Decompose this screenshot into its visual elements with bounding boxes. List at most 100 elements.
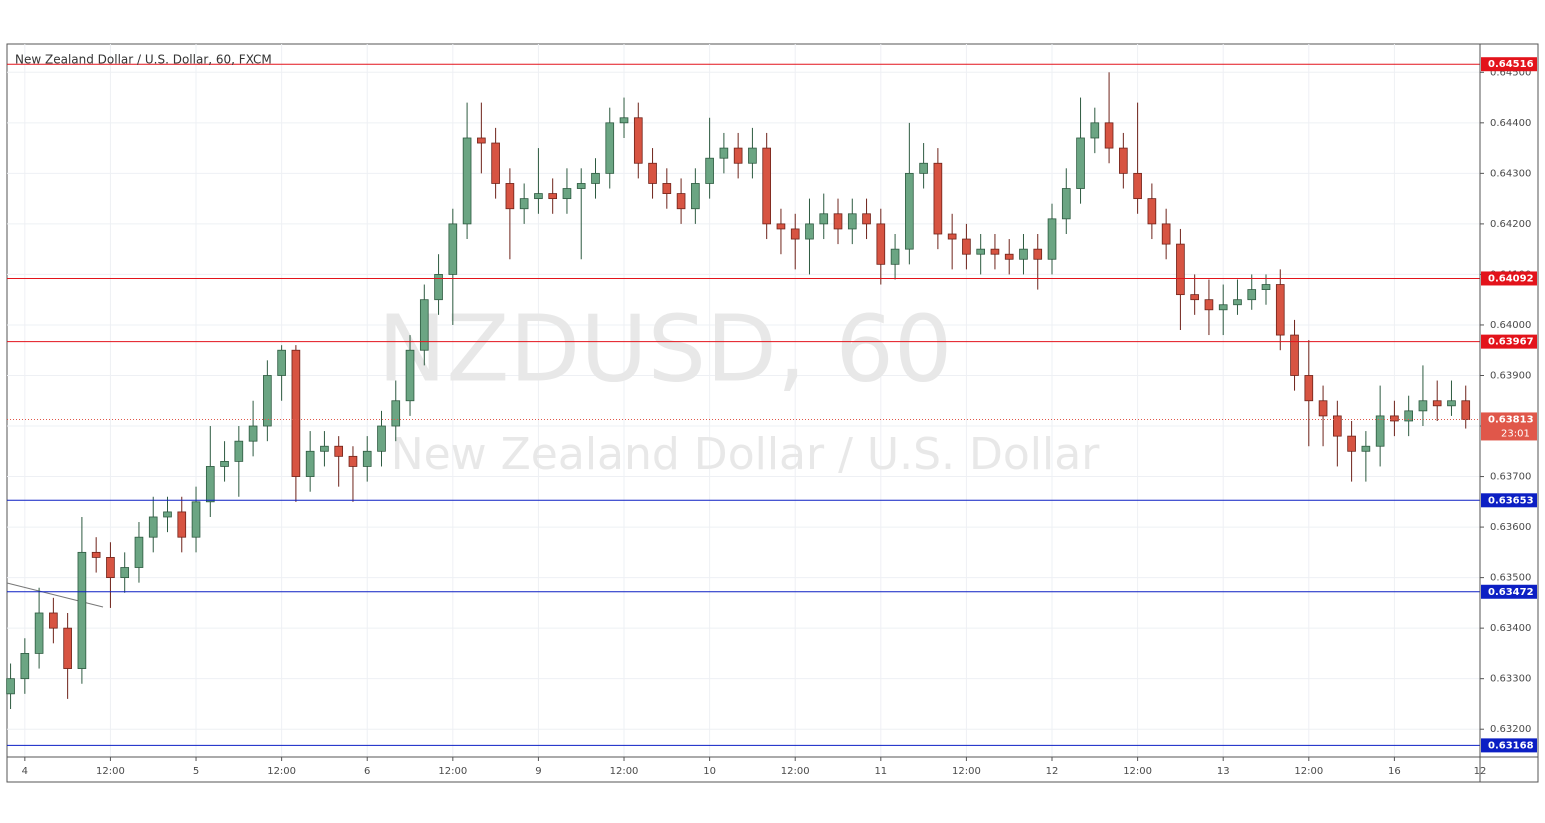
candle-body <box>1047 218 1057 260</box>
candle-body <box>1076 137 1085 189</box>
candle-body <box>890 248 900 265</box>
candle-body <box>1033 248 1043 260</box>
candle-body <box>248 425 258 442</box>
candle-body <box>277 349 286 376</box>
candle-body <box>434 274 443 301</box>
candle-body <box>120 567 130 579</box>
candle-body <box>876 223 886 265</box>
y-tick-label: 0.63900 <box>1490 370 1531 381</box>
candle-body <box>619 117 629 124</box>
trend-line <box>6 582 104 608</box>
candle-body <box>1004 253 1014 260</box>
y-tick-label: 0.64200 <box>1490 219 1531 230</box>
candle-body <box>691 183 700 210</box>
frame <box>6 43 1539 783</box>
candle-body <box>1290 334 1299 376</box>
candle-body <box>1375 415 1385 447</box>
chart-title: New Zealand Dollar / U.S. Dollar, 60, FX… <box>15 53 272 67</box>
level-tag <box>1481 738 1537 753</box>
candle-body <box>263 375 272 427</box>
y-tick-label: 0.64500 <box>1490 67 1531 78</box>
candle-body <box>833 213 843 230</box>
y-tick-label: 0.63500 <box>1490 573 1531 584</box>
level-label: 0.63168 <box>1488 740 1534 751</box>
candle-body <box>1461 400 1471 420</box>
x-tick-label: 4 <box>22 766 28 777</box>
y-tick-label: 0.63200 <box>1490 724 1531 735</box>
y-tick-label: 0.64400 <box>1490 118 1531 129</box>
candle-body <box>419 299 429 351</box>
candle-body <box>63 627 72 669</box>
candle-body <box>633 117 643 164</box>
candle-body <box>862 213 871 225</box>
watermark-subtitle: New Zealand Dollar / U.S. Dollar <box>391 429 1101 480</box>
candle-body <box>1133 172 1142 200</box>
candle-body <box>1061 188 1071 220</box>
x-tick-label: 12:00 <box>438 766 467 777</box>
level-tag <box>1481 334 1537 349</box>
candle-body <box>291 349 301 477</box>
x-tick-label: 12:00 <box>952 766 981 777</box>
level-tag <box>1481 271 1537 286</box>
y-tick-label: 0.63600 <box>1490 522 1531 533</box>
x-tick-label: 9 <box>535 766 541 777</box>
level-label: 0.64092 <box>1488 273 1534 284</box>
candle-body <box>305 450 315 477</box>
x-tick-label: 13 <box>1217 766 1230 777</box>
x-tick-label: 5 <box>193 766 199 777</box>
candle-body <box>1347 435 1356 452</box>
current-price-tag <box>1481 412 1537 441</box>
candle-body <box>1218 304 1228 311</box>
candle-body <box>805 223 814 240</box>
candle-body <box>106 557 115 579</box>
candle-body <box>1318 400 1328 417</box>
candle-body <box>905 172 914 250</box>
x-tick-label: 12:00 <box>96 766 125 777</box>
x-tick-label: 12 <box>1046 766 1059 777</box>
candle-body <box>1432 400 1442 407</box>
x-tick-label: 12:00 <box>610 766 639 777</box>
candle-body <box>1204 299 1214 311</box>
candle-body <box>177 511 187 538</box>
candle-body <box>548 193 558 200</box>
candle-body <box>962 238 971 255</box>
candle-body <box>790 228 800 240</box>
candle-body <box>20 653 30 680</box>
candle-body <box>391 400 401 427</box>
candle-body <box>1190 294 1199 301</box>
candle-body <box>505 183 515 210</box>
candle-body <box>1261 284 1271 290</box>
candle-body <box>519 198 529 210</box>
candle-body <box>405 349 415 402</box>
candle-body <box>1176 243 1185 296</box>
x-tick-label: 12:00 <box>1294 766 1323 777</box>
candle-body <box>91 551 101 558</box>
candle-body <box>1247 289 1257 301</box>
y-tick-label: 0.63400 <box>1490 623 1531 634</box>
level-tag <box>1481 584 1537 599</box>
candle-body <box>234 440 244 462</box>
candle-body <box>1090 122 1100 139</box>
y-tick-label: 0.63700 <box>1490 472 1531 483</box>
candle-body <box>220 460 229 467</box>
candle-body <box>377 425 386 452</box>
x-tick-label: 12:00 <box>267 766 296 777</box>
level-label: 0.63472 <box>1488 587 1534 598</box>
candle-body <box>733 147 743 164</box>
candle-body <box>462 137 472 225</box>
candle-body <box>320 445 329 452</box>
candle-body <box>1275 284 1285 336</box>
candle-body <box>576 183 586 189</box>
candle-body <box>605 122 615 174</box>
candle-body <box>477 137 486 144</box>
candle-body <box>1390 415 1399 422</box>
candle-body <box>49 612 58 629</box>
candle-body <box>1161 223 1171 245</box>
candle-body <box>1361 445 1371 452</box>
candle-body <box>947 233 957 240</box>
x-tick-label: 12:00 <box>781 766 810 777</box>
candle-body <box>705 157 714 184</box>
candle-body <box>762 147 772 225</box>
candle-body <box>1333 415 1342 437</box>
